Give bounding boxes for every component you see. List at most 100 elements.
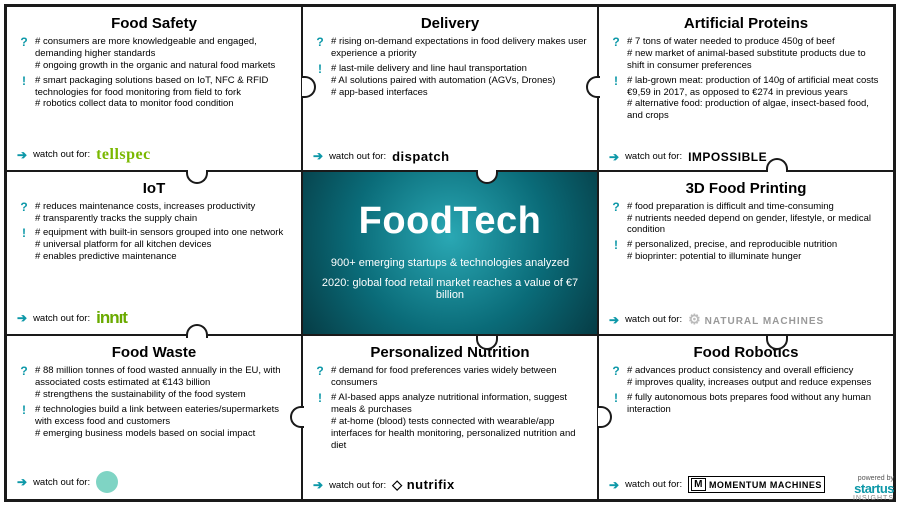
cell-title: 3D Food Printing bbox=[609, 180, 883, 197]
watch-out: ➔ watch out for: dispatch bbox=[313, 149, 587, 164]
brand-logo: innıt bbox=[96, 308, 127, 328]
idea-text: last-mile delivery and line haul transpo… bbox=[331, 63, 555, 99]
brand-logo: dispatch bbox=[392, 149, 449, 164]
watch-out: ➔watch out for:NATURAL MACHINES bbox=[609, 311, 883, 328]
idea-block: ! AI-based apps analyze nutritional infor… bbox=[313, 392, 587, 451]
bulb-icon: ! bbox=[614, 75, 618, 87]
watch-out: ➔ watch out for: IMPOSSIBLE bbox=[609, 150, 883, 164]
arrow-icon: ➔ bbox=[17, 149, 27, 161]
arrow-icon: ➔ bbox=[17, 476, 27, 488]
cell-3d-food-printing: 3D Food Printing? food preparation is dif… bbox=[598, 171, 894, 336]
question-icon: ? bbox=[20, 36, 27, 48]
arrow-icon: ➔ bbox=[17, 312, 27, 324]
idea-block: ! equipment with built-in sensors grouped… bbox=[17, 227, 291, 263]
bulb-icon: ! bbox=[614, 392, 618, 404]
center-line1: 900+ emerging startups & technologies an… bbox=[331, 257, 569, 269]
watch-label: watch out for: bbox=[329, 151, 386, 162]
question-text: consumers are more knowledgeable and eng… bbox=[35, 36, 291, 72]
question-text: 7 tons of water needed to produce 450g o… bbox=[627, 36, 883, 72]
bulb-icon: ! bbox=[22, 75, 26, 87]
idea-block: ! fully autonomous bots prepares food wit… bbox=[609, 392, 883, 416]
watch-out: ➔ watch out for: MOMENTUM MACHINES bbox=[609, 476, 883, 493]
idea-text: lab-grown meat: production of 140g of ar… bbox=[627, 75, 883, 123]
brand-logo: tellspec bbox=[96, 146, 151, 164]
powered-sub: INSIGHTS bbox=[853, 495, 894, 502]
idea-block: ! smart packaging solutions based on IoT,… bbox=[17, 75, 291, 111]
arrow-icon: ➔ bbox=[313, 150, 323, 162]
idea-block: ! last-mile delivery and line haul transp… bbox=[313, 63, 587, 99]
bulb-icon: ! bbox=[614, 239, 618, 251]
watch-label: watch out for: bbox=[625, 151, 682, 162]
watch-label: watch out for: bbox=[33, 313, 90, 324]
brand-logo bbox=[96, 471, 118, 493]
bulb-icon: ! bbox=[318, 63, 322, 75]
cell-iot: IoT? reduces maintenance costs, increases… bbox=[6, 171, 302, 336]
idea-block: ! personalized, precise, and reproducible… bbox=[609, 239, 883, 263]
cell-delivery: Delivery? rising on-demand expectations i… bbox=[302, 6, 598, 171]
watch-out: ➔ watch out for: bbox=[17, 471, 291, 493]
question-icon: ? bbox=[612, 365, 619, 377]
bulb-icon: ! bbox=[318, 392, 322, 404]
watch-label: watch out for: bbox=[625, 314, 682, 325]
cell-food-safety: Food Safety? consumers are more knowledge… bbox=[6, 6, 302, 171]
idea-text: personalized, precise, and reproducible … bbox=[627, 239, 837, 263]
arrow-icon: ➔ bbox=[609, 314, 619, 326]
watch-out: ➔ watch out for: nutrifix bbox=[313, 477, 587, 493]
question-icon: ? bbox=[20, 365, 27, 377]
question-text: reduces maintenance costs, increases pro… bbox=[35, 201, 255, 225]
brand-logo: MOMENTUM MACHINES bbox=[688, 476, 825, 493]
cell-title: Food Safety bbox=[17, 15, 291, 32]
watch-label: watch out for: bbox=[625, 479, 682, 490]
question-block: ? 7 tons of water needed to produce 450g … bbox=[609, 36, 883, 72]
arrow-icon: ➔ bbox=[609, 151, 619, 163]
center-title: FoodTech bbox=[359, 200, 542, 243]
brand-logo: nutrifix bbox=[392, 477, 455, 493]
question-icon: ? bbox=[612, 36, 619, 48]
cell-food-waste: Food Waste ?88 million tonnes of food was… bbox=[6, 335, 302, 500]
watch-out: ➔ watch out for: innıt bbox=[17, 308, 291, 328]
idea-text: smart packaging solutions based on IoT, … bbox=[35, 75, 291, 111]
cell-title: Food Waste bbox=[17, 344, 291, 361]
question-block: ?demand for food preferences varies wide… bbox=[313, 365, 587, 389]
idea-text: fully autonomous bots prepares food with… bbox=[627, 392, 883, 416]
arrow-icon: ➔ bbox=[609, 479, 619, 491]
center-panel: FoodTech 900+ emerging startups & techno… bbox=[302, 171, 598, 336]
question-block: ?88 million tonnes of food wasted annual… bbox=[17, 365, 291, 401]
question-block: ? food preparation is difficult and time-… bbox=[609, 201, 883, 237]
bulb-icon: ! bbox=[22, 404, 26, 416]
question-icon: ? bbox=[316, 36, 323, 48]
question-block: ? rising on-demand expectations in food d… bbox=[313, 36, 587, 60]
cell-title: Personalized Nutrition bbox=[313, 344, 587, 361]
powered-brand: startus bbox=[853, 482, 894, 495]
question-icon: ? bbox=[20, 201, 27, 213]
brand-logo: IMPOSSIBLE bbox=[688, 150, 767, 164]
grid: Food Safety? consumers are more knowledge… bbox=[6, 6, 894, 500]
question-block: ? reduces maintenance costs, increases pr… bbox=[17, 201, 291, 225]
cell-food-robotics: Food Robotics? advances product consisten… bbox=[598, 335, 894, 500]
watch-label: watch out for: bbox=[33, 149, 90, 160]
cell-artificial-proteins: Artificial Proteins?7 tons of water need… bbox=[598, 6, 894, 171]
question-icon: ? bbox=[316, 365, 323, 377]
question-text: rising on-demand expectations in food de… bbox=[331, 36, 587, 60]
idea-block: ! lab-grown meat: production of 140g of a… bbox=[609, 75, 883, 123]
question-text: food preparation is difficult and time-c… bbox=[627, 201, 883, 237]
watch-label: watch out for: bbox=[33, 477, 90, 488]
outer-frame: Food Safety? consumers are more knowledge… bbox=[4, 4, 896, 502]
powered-by: powered by startus INSIGHTS bbox=[853, 475, 894, 502]
center-line2: 2020: global food retail market reaches … bbox=[315, 277, 585, 301]
bulb-icon: ! bbox=[22, 227, 26, 239]
idea-text: AI-based apps analyze nutritional inform… bbox=[331, 392, 587, 451]
cell-title: IoT bbox=[17, 180, 291, 197]
watch-out: ➔ watch out for: tellspec bbox=[17, 146, 291, 164]
question-block: ? advances product consistency and overal… bbox=[609, 365, 883, 389]
idea-text: equipment with built-in sensors grouped … bbox=[35, 227, 283, 263]
question-icon: ? bbox=[612, 201, 619, 213]
idea-text: technologies build a link between eateri… bbox=[35, 404, 291, 440]
idea-block: ! technologies build a link between eater… bbox=[17, 404, 291, 440]
cell-title: Food Robotics bbox=[609, 344, 883, 361]
cell-title: Delivery bbox=[313, 15, 587, 32]
watch-label: watch out for: bbox=[329, 480, 386, 491]
question-text: advances product consistency and overall… bbox=[627, 365, 871, 389]
arrow-icon: ➔ bbox=[313, 479, 323, 491]
question-block: ? consumers are more knowledgeable and en… bbox=[17, 36, 291, 72]
